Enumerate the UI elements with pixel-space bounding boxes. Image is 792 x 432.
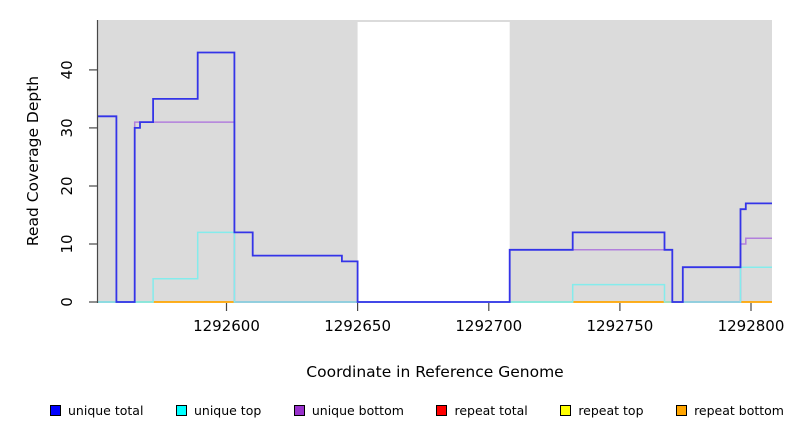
y-tick-label: 20 [58,176,76,195]
legend-item-repeat-top: repeat top [560,402,644,418]
x-tick-label: 1292750 [586,317,653,335]
legend-swatch-repeat-bottom [676,404,688,416]
y-tick-label: 40 [58,60,76,79]
series-unique-total-line [98,51,772,303]
legend-label: repeat bottom [694,402,784,418]
legend-item-repeat-total: repeat total [436,402,528,418]
legend-swatch-repeat-top [560,404,572,416]
x-tick-label: 1292800 [718,317,785,335]
legend-label: repeat total [454,402,528,418]
x-axis-title: Coordinate in Reference Genome [306,363,563,381]
masked-region [357,22,510,302]
legend-item-unique-total: unique total [50,403,143,418]
plot-layers: 0 10 20 30 40 1292600 1292650 1292700 1292750 129… [58,20,784,335]
y-tick-label: 10 [58,234,76,253]
legend-item-unique-top: unique top [175,402,262,418]
legend-label: unique total [68,402,144,418]
y-tick-label: 30 [58,118,76,137]
y-axis-title: Read Coverage Depth [24,76,42,246]
legend-label: unique top [193,402,262,418]
x-tick-label: 1292650 [324,317,391,335]
y-tick-label: 0 [58,297,76,307]
plot-area: 0 10 20 30 40 1292600 1292650 1292700 1292750 129… [24,20,784,381]
legend-item-unique-bottom: unique bottom [293,402,404,418]
legend-swatch-repeat-total [436,404,448,416]
x-tick-label: 1292700 [455,317,522,335]
legend-swatch-unique-bottom [293,404,305,416]
legend-label: unique bottom [311,402,404,418]
legend-item-repeat-bottom: repeat bottom [676,403,784,418]
legend-swatch-unique-total [50,404,61,416]
legend-label: repeat top [578,402,644,418]
legend: unique total unique top unique bottom repea… [50,399,784,421]
x-tick-label: 1292600 [193,317,260,335]
legend-swatch-unique-top [175,404,187,416]
